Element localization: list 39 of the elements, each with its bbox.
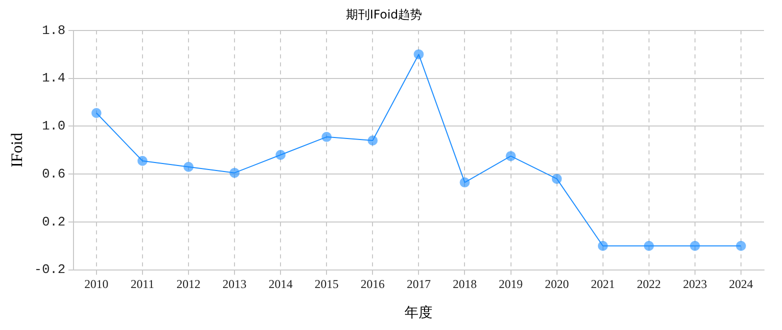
point (506, 151, 516, 162)
y-tick-label: 1.4 (42, 70, 66, 86)
y-tick-label: 1.8 (42, 22, 66, 38)
x-tick-label: 2023 (682, 277, 707, 292)
point (322, 132, 332, 142)
chart-title: 期刊IFoid趋势 (346, 7, 422, 22)
point (137, 156, 148, 166)
point (460, 177, 470, 188)
point (91, 108, 102, 118)
point (552, 174, 562, 184)
x-tick-label: 2012 (176, 277, 201, 292)
x-tick-label: 2024 (728, 277, 753, 292)
y-tick-label: 1.0 (42, 118, 66, 134)
x-tick-label: 2019 (498, 277, 523, 292)
x-tick-label: 2014 (268, 277, 293, 292)
x-tick-label: 2020 (544, 277, 569, 292)
point (736, 240, 746, 251)
x-tick-label: 2021 (590, 277, 615, 292)
x-tick-label: 2022 (636, 277, 661, 292)
x-tick-label: 2017 (406, 277, 431, 292)
x-tick-label: 2011 (130, 277, 154, 292)
x-tick-label: 2013 (222, 277, 247, 292)
point (368, 136, 378, 146)
x-tick-label: 2015 (314, 277, 339, 292)
y-tick-label: 0.2 (42, 214, 66, 230)
point (414, 49, 424, 60)
x-tick-label: 2018 (452, 277, 477, 292)
point (184, 162, 194, 172)
y-axis-title: IFoid (8, 132, 26, 168)
y-tick-label: 0.6 (42, 166, 66, 182)
point (598, 240, 608, 251)
y-tick-label: -0.2 (34, 262, 66, 278)
x-tick-label: 2016 (360, 277, 385, 292)
point (644, 240, 654, 251)
point (230, 168, 240, 178)
point (276, 150, 286, 160)
point (690, 240, 700, 251)
x-axis-title: 年度 (404, 305, 433, 322)
x-tick-label: 2010 (84, 277, 108, 292)
